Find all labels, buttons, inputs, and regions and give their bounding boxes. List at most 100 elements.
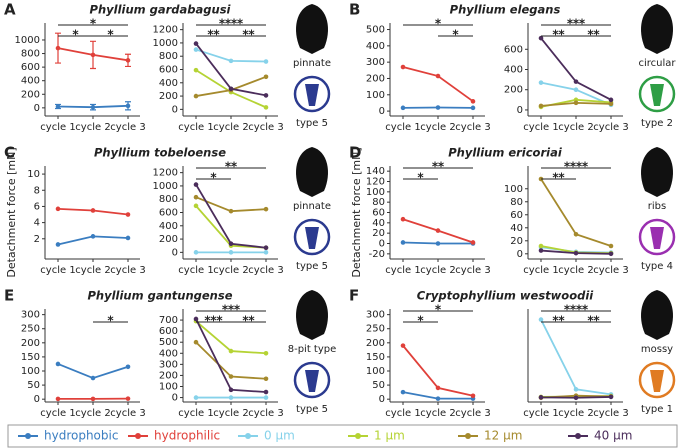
point <box>263 245 269 251</box>
y-tick-label: 800 <box>21 49 40 60</box>
y-tick-label: 100 <box>159 382 178 393</box>
point <box>608 243 614 249</box>
x-tick-label: cycle 3 <box>248 122 283 133</box>
point <box>400 240 406 245</box>
series: hydrophilic <box>55 206 131 217</box>
x-tick-label: cycle 2 <box>213 265 248 276</box>
significance-star: * <box>231 160 238 174</box>
seta-icon <box>638 75 676 113</box>
x-tick-label: cycle 2 <box>75 408 110 419</box>
panel-letter: E <box>4 287 14 305</box>
panel-letter: A <box>4 1 16 19</box>
series: 40 µm <box>193 182 269 251</box>
point <box>263 59 269 64</box>
point <box>228 374 234 379</box>
y-tick-label: 20 <box>372 228 385 239</box>
series: 40 µm <box>538 35 614 103</box>
y-tick-label: 250 <box>366 324 385 335</box>
point <box>435 385 441 391</box>
legend-marker <box>355 433 361 439</box>
y-tick-label: 400 <box>21 76 40 87</box>
point <box>573 395 579 401</box>
point <box>125 212 131 217</box>
point <box>193 182 199 187</box>
shape-label: pinnate <box>293 201 331 212</box>
y-tick-label: 0 <box>34 394 40 405</box>
point <box>228 250 234 255</box>
legend-marker <box>465 433 471 439</box>
significance-star: * <box>204 314 211 328</box>
legend-marker <box>135 433 141 439</box>
point <box>90 104 96 110</box>
point <box>538 103 544 109</box>
significance-star: * <box>570 160 577 174</box>
shape-label: mossy <box>641 344 673 355</box>
y-tick-label: 100 <box>366 90 385 101</box>
x-tick-label: cycle 2 <box>420 408 455 419</box>
y-tick-label: 400 <box>159 78 178 89</box>
y-tick-label: 200 <box>366 338 385 349</box>
type-label: type 1 <box>641 404 673 415</box>
x-tick-label: cycle 3 <box>455 265 490 276</box>
y-tick-label: -20 <box>369 249 385 260</box>
point <box>55 396 61 402</box>
y-tick-label: 100 <box>504 184 523 195</box>
point <box>263 105 269 110</box>
leaf-silhouette <box>296 147 328 197</box>
leaf-silhouette <box>296 290 328 340</box>
x-tick-label: cycle 1 <box>40 408 75 419</box>
point <box>538 35 544 41</box>
significance-star: * <box>225 17 232 31</box>
significance-star: * <box>237 17 244 31</box>
y-tick-label: 0 <box>517 249 523 260</box>
y-tick-label: 500 <box>159 337 178 348</box>
point <box>228 387 234 393</box>
panel-title: Phyllium ericoriai <box>448 146 563 160</box>
y-tick-label: 0 <box>172 104 178 115</box>
y-tick-label: 150 <box>366 352 385 363</box>
significance-star: * <box>552 28 559 42</box>
y-tick-label: 6 <box>34 201 40 212</box>
significance-star: * <box>558 171 565 185</box>
significance-star: * <box>210 314 217 328</box>
point <box>193 250 199 255</box>
x-tick-label: cycle 2 <box>213 122 248 133</box>
point <box>538 248 544 253</box>
series: 12 µm <box>538 176 614 249</box>
y-tick-label: 100 <box>366 187 385 198</box>
y-tick-label: 200 <box>159 234 178 245</box>
x-tick-label: cycle 2 <box>420 265 455 276</box>
series: 12 µm <box>193 194 269 214</box>
point <box>263 74 269 80</box>
significance-star: * <box>570 303 577 317</box>
point <box>125 103 131 109</box>
significance-star: * <box>222 303 229 317</box>
y-tick-label: 400 <box>366 41 385 52</box>
point <box>193 316 199 322</box>
panel-letter: B <box>349 1 360 19</box>
series-line <box>402 66 474 103</box>
y-tick-label: 100 <box>366 366 385 377</box>
significance-star: * <box>225 160 232 174</box>
type-label: type 2 <box>641 118 673 129</box>
x-tick-label: cycle 1 <box>385 408 420 419</box>
leaf-silhouette <box>641 4 673 54</box>
type-label: type 5 <box>296 118 328 129</box>
x-tick-label: cycle 3 <box>455 408 490 419</box>
series-line <box>195 184 267 249</box>
significance-star: * <box>435 17 442 31</box>
y-tick-label: 100 <box>21 366 40 377</box>
x-tick-label: cycle 2 <box>75 122 110 133</box>
x-tick-label: cycle 3 <box>593 265 628 276</box>
y-tick-label: 0 <box>379 106 385 117</box>
significance-star: * <box>552 171 559 185</box>
type-label: type 5 <box>296 261 328 272</box>
significance-star: * <box>573 17 580 31</box>
y-tick-label: 700 <box>159 315 178 326</box>
point <box>538 243 544 249</box>
point <box>263 250 269 255</box>
significance-star: * <box>435 303 442 317</box>
shape-label: 8-pit type <box>288 344 337 355</box>
point <box>573 79 579 84</box>
